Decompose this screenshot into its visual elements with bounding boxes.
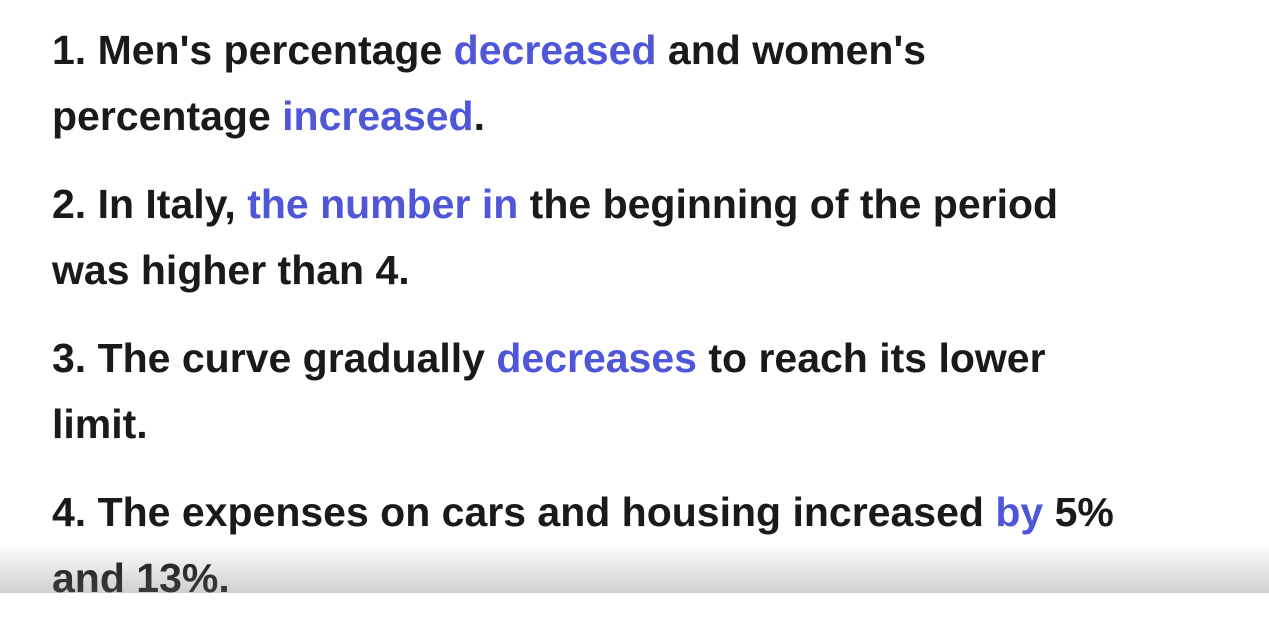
text-segment: 2. In Italy, (52, 181, 248, 227)
text-segment: and women's (656, 27, 926, 73)
text-segment: was higher than 4. (52, 247, 410, 293)
text-segment: 3. The curve gradually (52, 335, 497, 381)
text-segment: the beginning of the period (518, 181, 1059, 227)
text-segment: to reach its lower (696, 335, 1046, 381)
text-segment: 1. Men's percentage (52, 27, 454, 73)
highlight-text: decreased (453, 27, 657, 73)
text-segment: 4. The expenses on cars and housing incr… (52, 489, 996, 535)
highlight-text: increased (282, 93, 474, 139)
text-line: 4. The expenses on cars and housing incr… (52, 479, 1262, 545)
highlight-text: the number in (247, 181, 519, 227)
text-line: 1. Men's percentage decreased and women'… (52, 17, 1262, 83)
text-segment: percentage (52, 93, 283, 139)
list-item: 2. In Italy, the number in the beginning… (52, 171, 1262, 303)
list-item: 1. Men's percentage decreased and women'… (52, 17, 1262, 149)
highlight-text: by (995, 489, 1044, 535)
list-item: 4. The expenses on cars and housing incr… (52, 479, 1262, 611)
text-line: 2. In Italy, the number in the beginning… (52, 171, 1262, 237)
page: 1. Men's percentage decreased and women'… (0, 27, 1269, 601)
text-line: was higher than 4. (52, 237, 1262, 303)
document: 1. Men's percentage decreased and women'… (52, 17, 1262, 633)
text-line: limit. (52, 391, 1262, 457)
video-shade (0, 543, 1269, 593)
text-segment: limit. (52, 401, 148, 447)
list-item: 3. The curve gradually decreases to reac… (52, 325, 1262, 457)
text-line: 3. The curve gradually decreases to reac… (52, 325, 1262, 391)
text-line: percentage increased. (52, 83, 1262, 149)
text-segment: 5% (1043, 489, 1114, 535)
highlight-text: decreases (496, 335, 697, 381)
text-segment: . (473, 93, 486, 139)
